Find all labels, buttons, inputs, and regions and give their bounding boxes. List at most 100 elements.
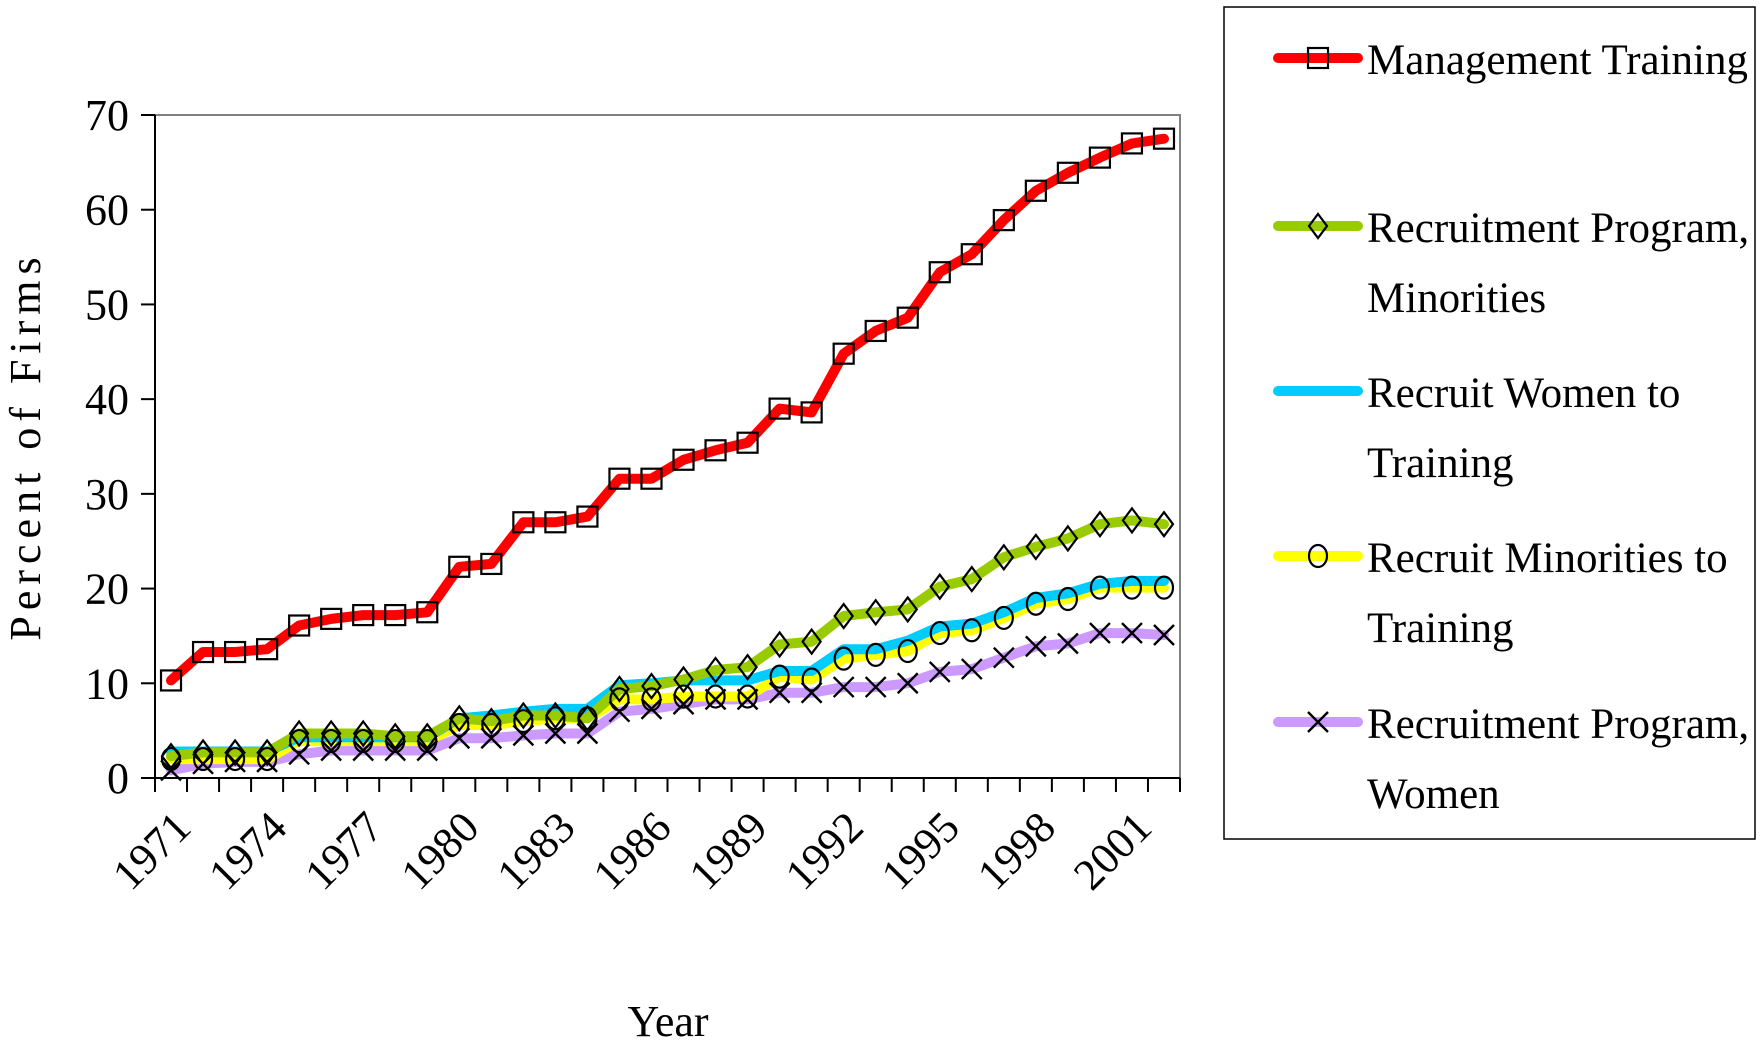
data-point [833,646,854,671]
data-point [992,646,1015,669]
data-point [608,467,631,490]
data-point [736,431,759,454]
legend-marker [1307,212,1329,240]
data-point [673,665,694,694]
legend-entry: Management Training [1273,37,1748,84]
data-point [416,739,439,762]
x-tick-label: 1998 [968,802,1065,899]
data-point [191,640,215,664]
data-point [192,746,214,772]
data-point [320,607,343,630]
data-point [449,712,470,738]
data-point [545,706,566,731]
x-tick-label: 1995 [872,802,969,899]
data-point [641,672,662,700]
data-point [320,719,342,748]
data-point [224,746,246,772]
data-point [929,620,950,646]
data-point [1089,622,1111,644]
x-axis: 1971 1974 1977 1980 1983 1986 1989 1992 1995 1998… [103,777,1181,899]
data-point [545,701,566,730]
data-point [320,739,343,762]
data-point [832,342,855,365]
y-tick-label: 60 [85,186,129,235]
data-point [641,687,662,712]
legend-label: Recruit Women to Training [1367,370,1680,487]
data-point [223,640,247,664]
data-point [1056,161,1079,184]
data-point [192,738,214,767]
plot-area [154,114,1181,779]
data-point [289,728,310,754]
legend-entry: Recruit Minorities to Training [1273,535,1728,652]
legend-label: Recruitment Program, Minorities [1367,205,1749,322]
y-tick-label: 10 [85,659,129,708]
legend-entry: Recruitment Program, Minorities [1273,205,1749,322]
y-tick-label: 40 [85,375,129,424]
data-point [480,552,503,576]
y-tick-label: 30 [85,470,129,519]
series-markers [159,127,1176,782]
legend-marker [1307,711,1329,733]
data-point [1057,586,1078,612]
data-point [353,728,374,754]
data-point [769,664,790,689]
x-tick-label: 1989 [680,802,777,899]
data-point [801,627,823,656]
data-point [993,543,1015,572]
data-point [224,738,246,767]
data-point [640,467,663,490]
data-point [704,688,727,711]
data-point [1025,591,1046,616]
data-point [1025,533,1047,561]
x-tick-label: 1986 [584,802,681,899]
data-point [928,661,951,683]
y-axis: 0 10 20 30 40 50 60 70 [85,91,156,803]
y-axis-title: Percent of Firms [1,251,50,640]
data-point [160,746,182,772]
data-point [384,603,407,627]
data-point [1025,635,1047,658]
y-tick-label: 70 [85,91,129,140]
data-point [737,684,758,709]
x-tick-label: 1980 [391,802,488,899]
data-point [448,704,470,733]
data-point [928,261,951,284]
data-point [961,618,982,643]
data-point [256,638,279,661]
legend-marker [1307,543,1329,569]
data-point [160,742,182,771]
data-point [705,684,726,709]
data-point [1089,510,1111,538]
data-point [609,675,630,703]
data-point [512,701,534,730]
data-point [321,728,342,754]
x-tick-label: 1983 [488,802,585,899]
data-point [768,681,791,704]
data-point [1152,127,1176,150]
data-point [960,658,983,680]
data-point [897,638,918,664]
data-point [352,603,375,627]
data-point [256,738,278,767]
x-tick-label: 1977 [295,802,392,899]
data-point [448,555,471,578]
data-point [384,739,407,762]
data-point [897,595,919,624]
data-point [159,669,183,692]
legend-label: Recruit Minorities to Training [1367,535,1728,652]
x-tick-label: 1974 [199,802,296,899]
data-point [1120,132,1144,155]
data-point [769,630,790,659]
y-tick-label: 20 [85,565,129,614]
data-point [481,712,502,738]
data-point [1089,575,1111,600]
data-point [960,243,983,266]
data-point [1121,575,1143,600]
data-point [640,698,663,720]
data-point [385,728,406,754]
data-point [1088,146,1112,169]
data-point [513,709,534,734]
data-point [736,688,759,711]
